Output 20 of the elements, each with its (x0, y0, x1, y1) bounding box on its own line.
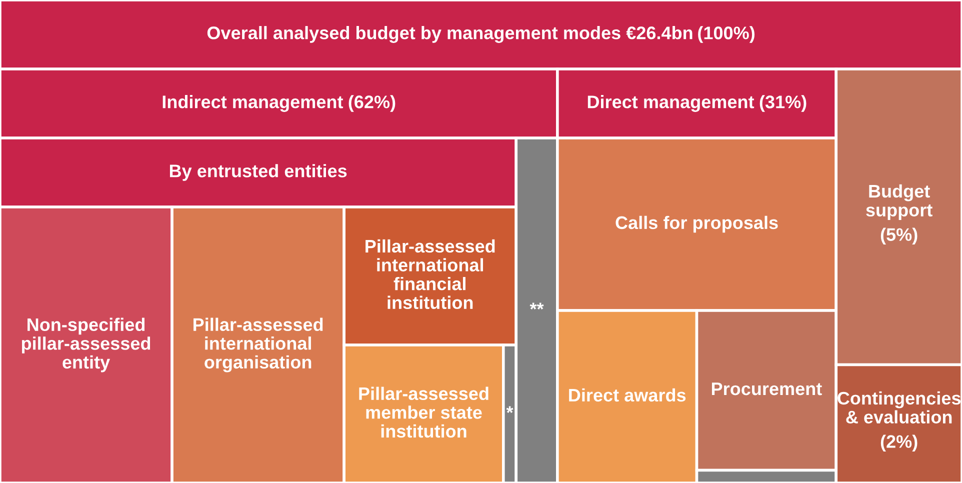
category-label: Indirect management (162, 95, 344, 112)
category-label: ** (530, 302, 544, 310)
category-label: Pillar-assessed international financial institution (366, 239, 495, 310)
data-label: (31%) (760, 95, 806, 112)
data-label: (2%) (880, 434, 918, 452)
category-label: Pillar-assessed member state institution (359, 386, 488, 438)
data-label: (5%) (880, 228, 918, 245)
category-label: Procurement (712, 382, 822, 396)
category-label: Direct management (588, 95, 754, 112)
category-label: Pillar-assessed international organisation (194, 318, 323, 372)
category-label: * (506, 406, 514, 413)
category-label: Calls for proposals (616, 216, 778, 233)
category-label: By entrusted entities (170, 164, 347, 181)
category-label: Direct awards (569, 388, 686, 402)
category-label: Overall analysed budget by management modes €26.4bn (207, 26, 692, 43)
category-label: Non-specified pillar-assessed entity (22, 318, 150, 372)
category-label: Contingencies & evaluation (838, 391, 961, 424)
data-label: (62%) (348, 95, 396, 112)
data-label: (100%) (698, 26, 754, 43)
category-label: Budget support (866, 184, 932, 220)
